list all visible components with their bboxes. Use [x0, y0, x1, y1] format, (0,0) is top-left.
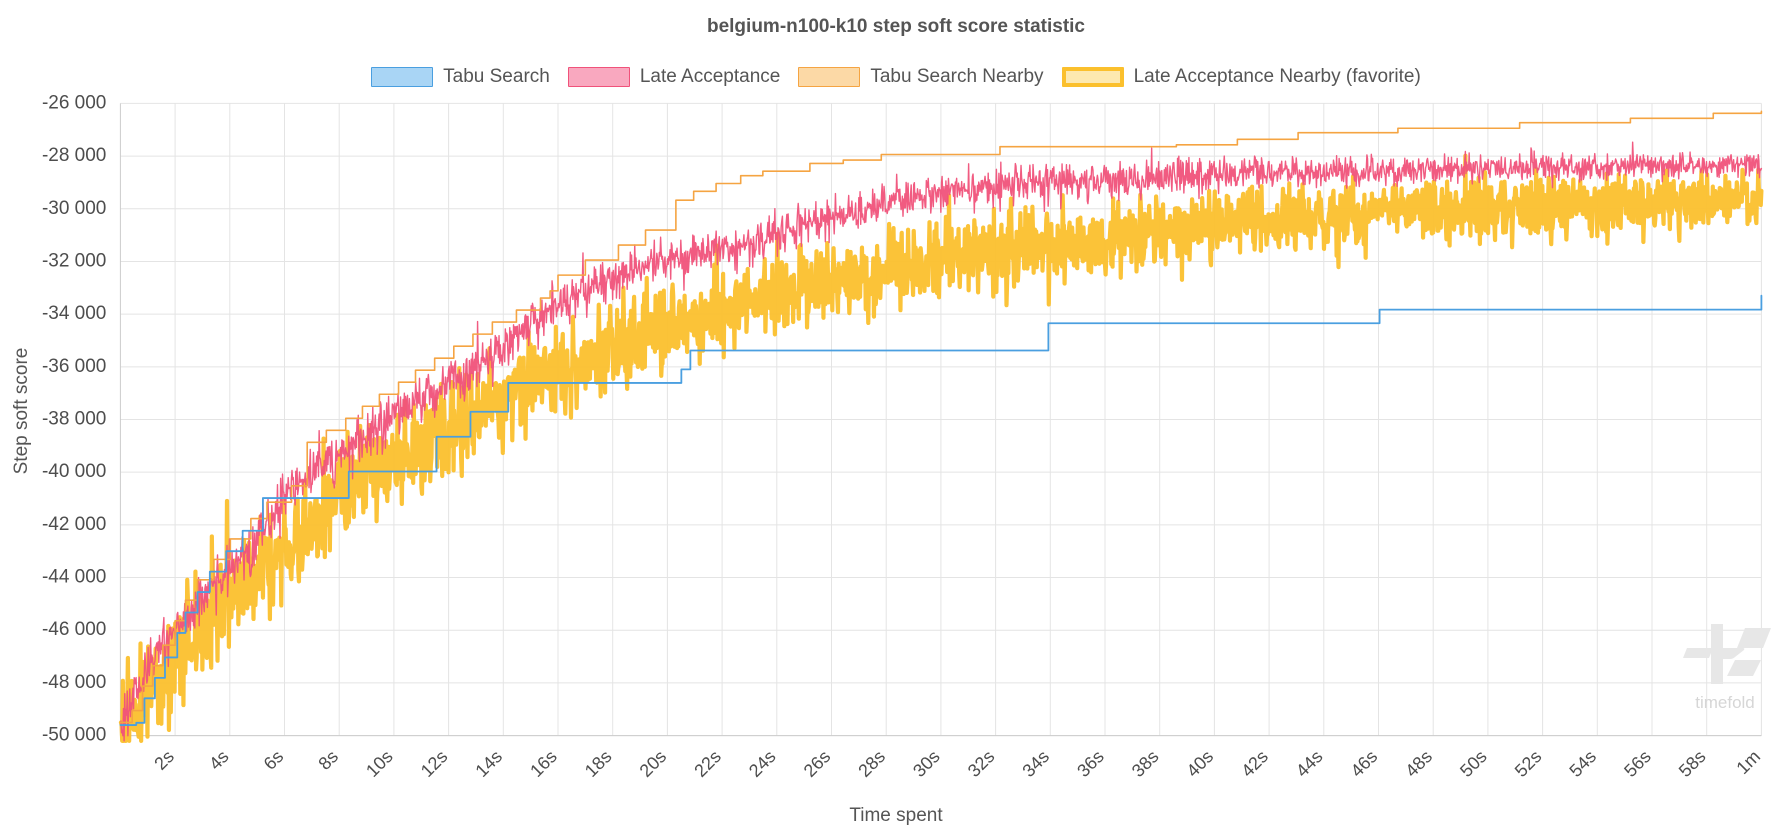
svg-text:-46 000: -46 000 [42, 619, 106, 640]
svg-text:-38 000: -38 000 [42, 409, 106, 430]
svg-text:timefold: timefold [1695, 693, 1755, 712]
svg-text:-34 000: -34 000 [42, 303, 106, 324]
svg-text:-30 000: -30 000 [42, 198, 106, 219]
svg-text:-42 000: -42 000 [42, 514, 106, 535]
svg-text:-26 000: -26 000 [42, 92, 106, 113]
svg-text:-28 000: -28 000 [42, 145, 106, 166]
svg-text:-32 000: -32 000 [42, 250, 106, 271]
svg-text:-48 000: -48 000 [42, 672, 106, 693]
svg-text:-44 000: -44 000 [42, 567, 106, 588]
svg-text:-36 000: -36 000 [42, 356, 106, 377]
svg-text:-40 000: -40 000 [42, 461, 106, 482]
svg-text:-50 000: -50 000 [42, 725, 106, 746]
